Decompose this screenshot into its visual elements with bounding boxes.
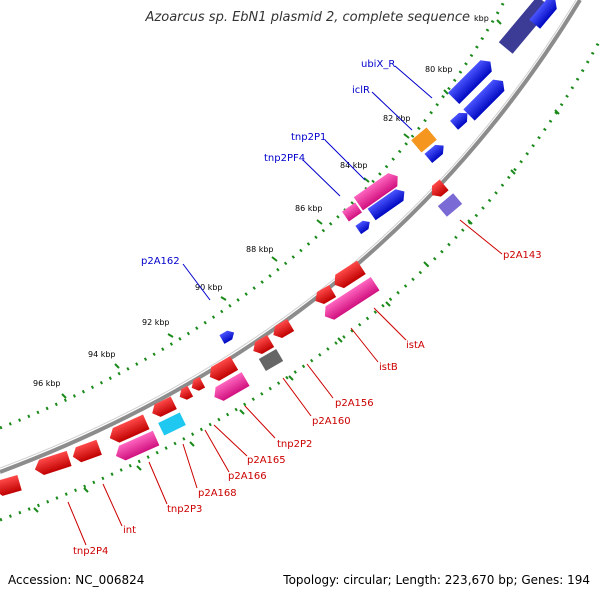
- kbp-label: 88 kbp: [246, 245, 274, 254]
- gene-red-p2a143[interactable]: [427, 179, 449, 200]
- gene-label[interactable]: p2A156: [335, 398, 374, 409]
- accession-text: Accession: NC_006824: [8, 573, 145, 587]
- kbp-label: 84 kbp: [340, 161, 368, 170]
- gene-blue-e[interactable]: [367, 186, 409, 221]
- kbp-label: 96 kbp: [33, 379, 61, 388]
- gene-red-small-a[interactable]: [312, 284, 337, 307]
- gene-red-p2a168[interactable]: [149, 396, 177, 419]
- gene-pink-istb[interactable]: [320, 276, 380, 323]
- gene-red-p2a156[interactable]: [270, 318, 295, 341]
- gene-pink-tnp2p2[interactable]: [210, 372, 250, 404]
- backbone-ring-highlight: [0, 0, 577, 469]
- gene-red-p2a160[interactable]: [250, 334, 275, 357]
- outer-major-ticks: [61, 19, 502, 399]
- gene-red-edge[interactable]: [0, 475, 22, 498]
- gene-label[interactable]: tnp2PF4: [264, 153, 305, 164]
- gene-label[interactable]: p2A160: [312, 416, 351, 427]
- leader-lines-blue: [182, 65, 433, 301]
- gene-label[interactable]: ubiX_R: [361, 59, 395, 70]
- forward-strand-genes: [219, 0, 560, 344]
- gene-pink-tnp2p1[interactable]: [353, 170, 402, 211]
- gene-pink-tnp2pf4[interactable]: [342, 202, 362, 222]
- gene-blue-f[interactable]: [355, 218, 372, 235]
- gene-red-p2a165[interactable]: [189, 376, 206, 393]
- gene-labels-red: p2A143 istA istB p2A156 p2A160 tnp2P2 p2…: [73, 250, 542, 557]
- outer-tick-ring: [0, 0, 507, 430]
- gene-blue-top[interactable]: [529, 0, 560, 29]
- gene-label[interactable]: istA: [406, 340, 425, 351]
- gene-red-int[interactable]: [106, 414, 150, 446]
- gene-label[interactable]: p2A168: [198, 488, 237, 499]
- gene-red-tnp2p4[interactable]: [70, 439, 102, 465]
- gene-orange-iclr[interactable]: [411, 127, 437, 153]
- gene-labels-blue: ubiX_R iclR tnp2P1 tnp2PF4 p2A162: [141, 59, 395, 267]
- gene-label[interactable]: p2A165: [247, 455, 286, 466]
- map-title: Azoarcus sp. EbN1 plasmid 2, complete se…: [145, 10, 470, 25]
- gene-red-tnp2p2[interactable]: [206, 356, 239, 384]
- gene-label[interactable]: iclR: [352, 85, 370, 96]
- inner-tick-ring: [0, 39, 600, 522]
- kbp-label: kbp: [474, 14, 489, 23]
- gene-red-g[interactable]: [32, 450, 72, 477]
- reverse-strand-genes: [0, 179, 463, 498]
- gene-label[interactable]: int: [123, 525, 136, 536]
- gene-label[interactable]: tnp2P3: [167, 504, 202, 515]
- gene-blue-d[interactable]: [424, 141, 447, 164]
- gene-blue-c[interactable]: [450, 109, 471, 130]
- kbp-label: 90 kbp: [195, 283, 223, 292]
- gene-label[interactable]: istB: [379, 362, 398, 373]
- gene-purple-p2a143[interactable]: [437, 193, 463, 217]
- gene-label[interactable]: tnp2P4: [73, 546, 108, 557]
- backbone-ring: [0, 0, 582, 474]
- topology-summary: Topology: circular; Length: 223,670 bp; …: [283, 573, 590, 587]
- gene-label[interactable]: tnp2P2: [277, 439, 312, 450]
- gene-red-p2a166[interactable]: [177, 385, 194, 402]
- kbp-label: 94 kbp: [88, 350, 116, 359]
- kbp-label: 86 kbp: [295, 204, 323, 213]
- gene-label[interactable]: p2A143: [503, 250, 542, 261]
- kbp-label: 80 kbp: [425, 65, 453, 74]
- gene-blue-b[interactable]: [463, 75, 508, 121]
- kbp-label: 82 kbp: [383, 114, 411, 123]
- gene-label[interactable]: tnp2P1: [291, 132, 326, 143]
- kbp-label: 92 kbp: [142, 318, 170, 327]
- gene-gray-p2a160[interactable]: [258, 348, 284, 372]
- gene-blue-a[interactable]: [447, 56, 496, 105]
- gene-blue-p2a162[interactable]: [219, 328, 236, 344]
- leader-lines-red: [67, 219, 503, 546]
- gene-label[interactable]: p2A166: [228, 471, 267, 482]
- gene-red-ista[interactable]: [330, 260, 366, 292]
- gene-cyan-p2a168[interactable]: [158, 412, 186, 436]
- gene-label[interactable]: p2A162: [141, 256, 180, 267]
- gene-pink-tnp2p3[interactable]: [113, 430, 160, 464]
- inner-major-ticks: [33, 109, 560, 513]
